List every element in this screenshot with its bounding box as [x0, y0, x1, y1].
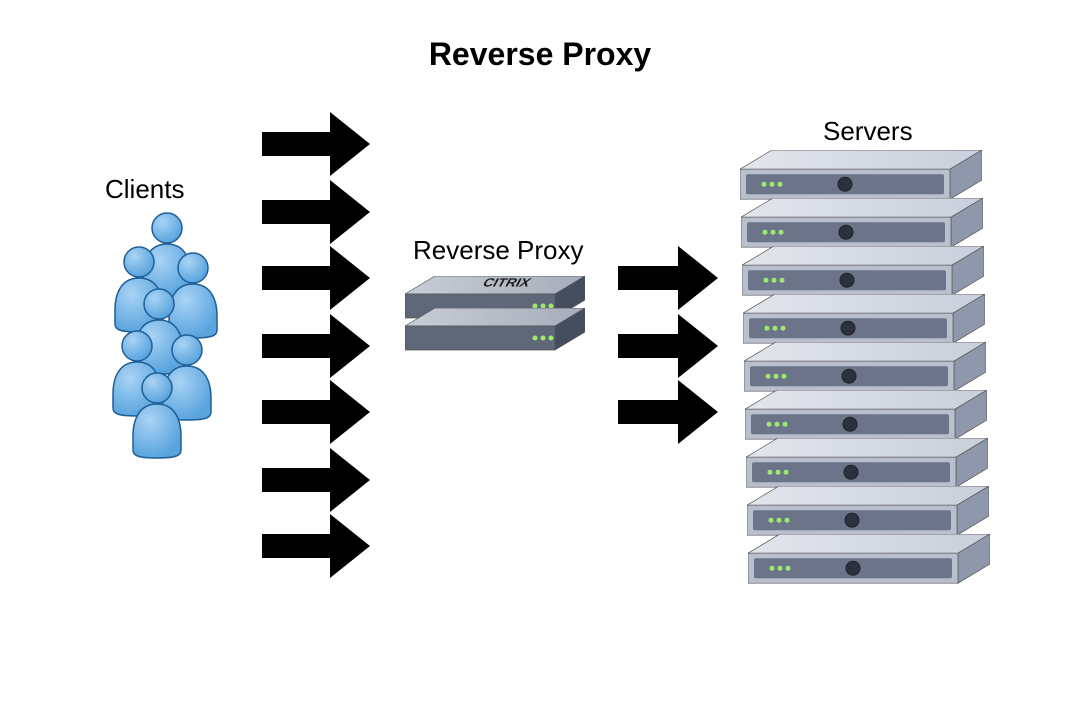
proxy-unit — [405, 308, 585, 362]
arrow-icon — [262, 514, 370, 578]
person-icon — [127, 370, 187, 460]
arrow-icon — [618, 314, 718, 378]
clients-label: Clients — [105, 174, 184, 205]
server-unit — [748, 534, 990, 596]
server-rack — [740, 150, 1000, 650]
svg-text:CITRIX: CITRIX — [480, 276, 534, 289]
clients-cluster — [105, 210, 225, 470]
arrow-icon — [262, 380, 370, 444]
arrow-icon — [262, 448, 370, 512]
arrow-icon — [618, 380, 718, 444]
arrow-icon — [262, 180, 370, 244]
arrow-icon — [618, 246, 718, 310]
arrow-icon — [262, 314, 370, 378]
reverse-proxy-label: Reverse Proxy — [413, 235, 584, 266]
servers-label: Servers — [823, 116, 913, 147]
diagram-title: Reverse Proxy — [0, 36, 1080, 73]
arrow-icon — [262, 112, 370, 176]
proxy-stack: CITRIX — [405, 276, 595, 376]
arrow-icon — [262, 246, 370, 310]
